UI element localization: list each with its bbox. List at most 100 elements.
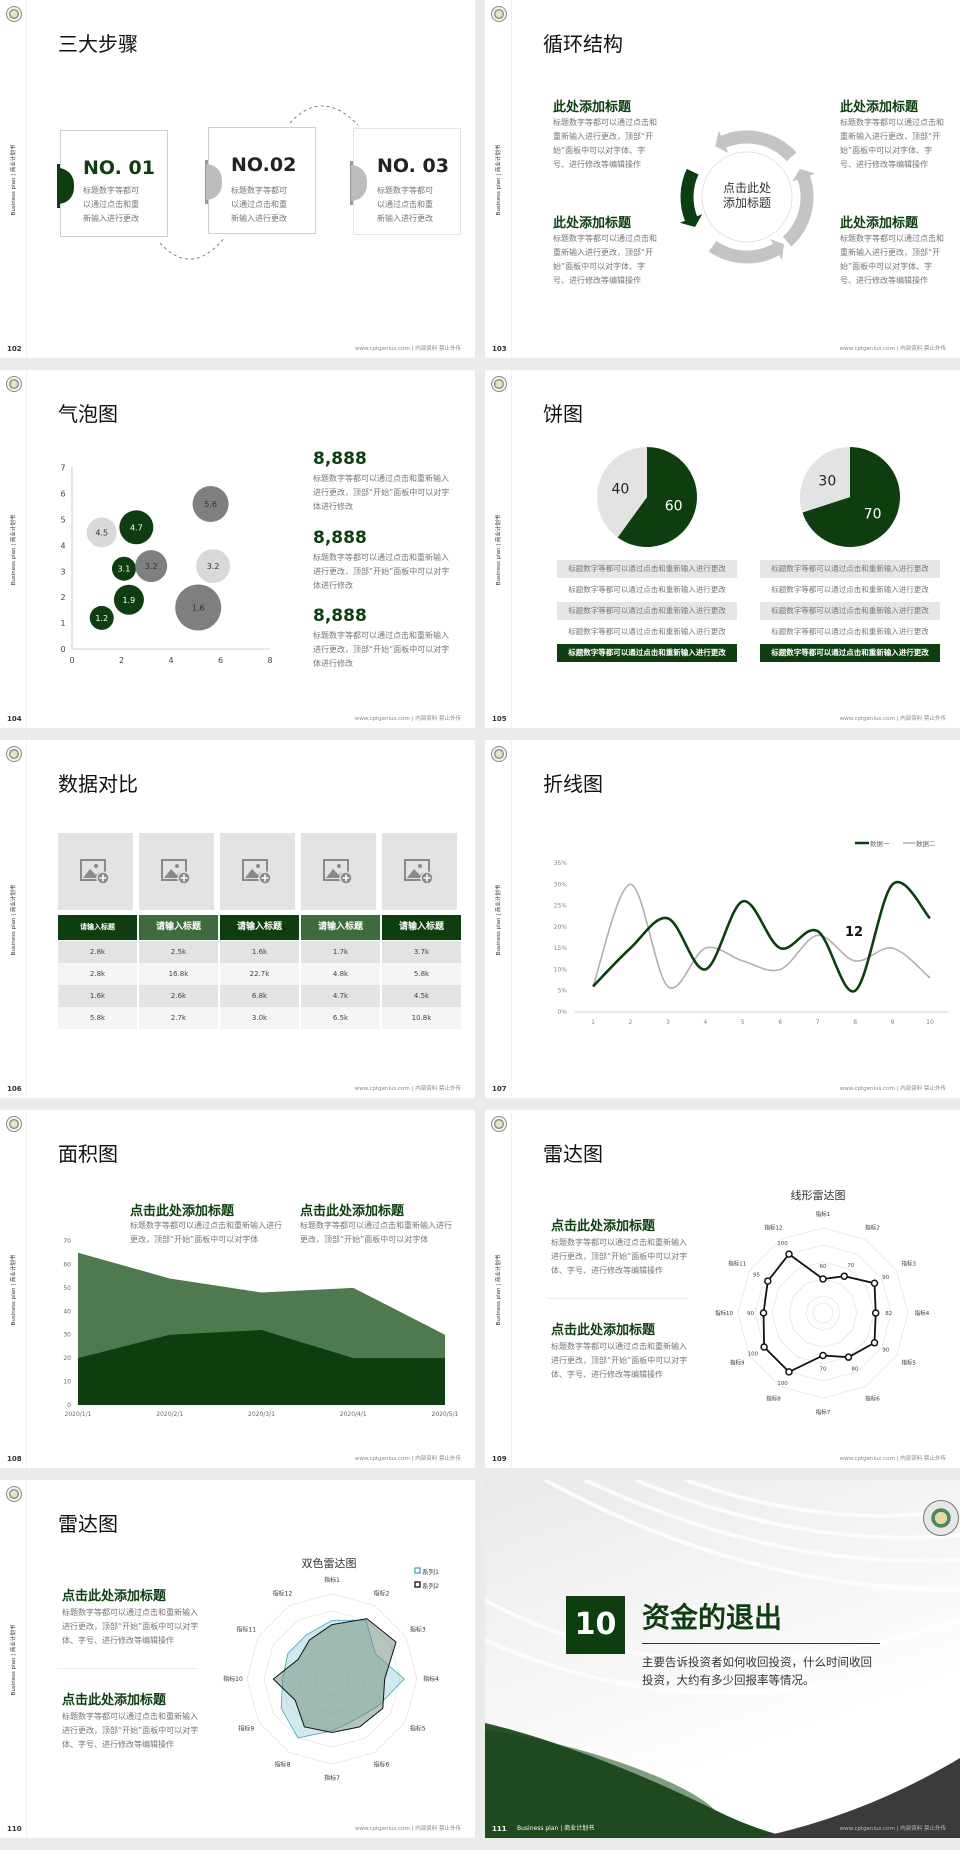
logo-emblem (6, 1486, 22, 1502)
slide-111[interactable]: 10 资金的退出 主要告诉投资者如何收回投资，什么时间收回投资，大约有多少回报率… (485, 1480, 960, 1838)
slide-102[interactable]: NO. 01 标题数字等都可以通过点击和重新输入进行更改 NO.02 标题数字等… (0, 0, 475, 358)
x-tick-label: 8 (853, 1019, 857, 1026)
side-strip (485, 0, 512, 358)
slide-110[interactable]: 双色雷达图 系列1 系列2 指标1 指标2 指标3 指标4 指标5 指标6 指标7 指标8 指标9 指标… (0, 1480, 475, 1838)
center-circle (701, 151, 793, 243)
footer-text: www.cptgenius.com | 内部资料 禁止外传 (839, 1086, 946, 1092)
image-placeholder[interactable] (58, 833, 133, 910)
footer-text: www.cptgenius.com | 内部资料 禁止外传 (839, 1456, 946, 1462)
side-strip (0, 1480, 27, 1838)
image-placeholder[interactable] (220, 833, 295, 910)
legend-row: 标题数字等都可以通过点击和重新输入进行更改 (557, 644, 737, 662)
radar-point (759, 1309, 768, 1317)
cycle-center-label[interactable]: 点击此处 添加标题 (717, 181, 777, 211)
table-cell: 1.7k (301, 941, 380, 963)
radar-title: 双色雷达图 (302, 1556, 357, 1570)
slide-title: 面积图 (58, 1142, 118, 1166)
logo-emblem (6, 376, 22, 392)
side-label: Business plan | 商业计划书 (11, 1254, 17, 1326)
logo-emblem (491, 1116, 507, 1132)
block-desc: 标题数字等都可以通过点击和重新输入进行更改，顶部“开始”面板中可以对字体、字号、… (840, 118, 944, 169)
table-cell: 22.7k (220, 963, 299, 985)
x-tick-label: 2 (119, 656, 124, 665)
y-tick-label: 7 (60, 464, 65, 473)
radar-point (870, 1339, 879, 1347)
step-number: NO.02 (231, 154, 297, 176)
column-header[interactable]: 请输入标题 (139, 915, 218, 940)
legend-row: 标题数字等都可以通过点击和重新输入进行更改 (760, 581, 940, 599)
footer-brand: Business plan | 商业计划书 (517, 1825, 595, 1832)
bubble-label: 1.2 (95, 614, 108, 623)
legend-row: 标题数字等都可以通过点击和重新输入进行更改 (760, 602, 940, 620)
footer-text: www.cptgenius.com | 内部资料 禁止外传 (354, 716, 461, 722)
image-placeholder[interactable] (301, 833, 376, 910)
radar-point (760, 1343, 768, 1351)
step-card-2 (208, 127, 316, 234)
x-tick-label: 2020/2/1 (156, 1411, 183, 1418)
image-placeholder[interactable] (139, 833, 214, 910)
radar-point (764, 1277, 772, 1285)
column-header[interactable]: 请输入标题 (58, 915, 137, 940)
center-line-2: 添加标题 (722, 196, 771, 210)
bubble-label: 3.2 (145, 562, 158, 571)
x-tick-label: 5 (741, 1019, 745, 1026)
page-number: 111 (492, 1825, 507, 1833)
footer-text: www.cptgenius.com | 内部资料 禁止外传 (839, 716, 946, 722)
y-tick-label: 1 (60, 619, 65, 628)
x-tick-label: 0 (69, 656, 74, 665)
side-label: Business plan | 商业计划书 (496, 514, 502, 586)
table-cell: 16.8k (139, 963, 218, 985)
block-desc: 标题数字等都可以通过点击和重新输入进行更改，顶部“开始”面板中可以对字体、字号、… (840, 234, 944, 285)
table-cell: 6.5k (301, 1007, 380, 1029)
add-image-icon (323, 859, 353, 885)
slide-104[interactable]: 0 1 2 3 4 5 6 7 0 2 4 6 8 4.5 4.7 5.6 3.1 3.2 3.2 1.9 1.6 1.2… (0, 370, 475, 728)
slide-106[interactable]: 请输入标题 请输入标题 请输入标题 请输入标题 请输入标题 2.8k 2.5k 1.6k 1.7… (0, 740, 475, 1098)
slide-title: 雷达图 (543, 1142, 603, 1166)
footer-text: www.cptgenius.com | 内部资料 禁止外传 (839, 1826, 946, 1832)
column-header[interactable]: 请输入标题 (220, 915, 299, 940)
page-number: 103 (492, 345, 507, 353)
y-tick-label: 10 (63, 1379, 71, 1386)
table-cell: 10.8k (382, 1007, 461, 1029)
side-strip (0, 740, 27, 1098)
column-header[interactable]: 请输入标题 (382, 915, 461, 940)
page-number: 107 (492, 1085, 507, 1093)
slide-title: 饼图 (543, 402, 583, 426)
y-tick-label: 0% (557, 1009, 567, 1016)
slide-109[interactable]: 线形雷达图 60 指标1 70 指标2 90 指标3 82 指标4 90 指标5 80 指标6 70 指标7… (485, 1110, 960, 1468)
block-heading: 此处添加标题 (840, 216, 919, 231)
y-tick-label: 30% (554, 881, 568, 888)
table-cell: 1.6k (220, 941, 299, 963)
side-label: Business plan | 商业计划书 (496, 1254, 502, 1326)
radar-value-label: 100 (777, 1381, 788, 1387)
image-placeholder[interactable] (382, 833, 457, 910)
radar-axis-label: 指标3 (901, 1260, 916, 1268)
legend-label: 系列2 (422, 1581, 439, 1590)
radar-axis-label: 指标11 (728, 1260, 746, 1268)
bubble-label: 3.1 (118, 565, 131, 574)
slide-108[interactable]: 0 10 20 30 40 50 60 70 2020/1/1 2020/2/1 2020/3/1 2… (0, 1110, 475, 1468)
slide-105[interactable]: 60 40 70 30 标题数字等都可以通过点击和重新输入进行更改 标题数字等都可以通过… (485, 370, 960, 728)
bubble (89, 605, 114, 630)
y-tick-label: 15% (554, 945, 568, 952)
radar-axis-label: 指标5 (410, 1725, 426, 1733)
slide-107[interactable]: 0% 5% 10% 15% 20% 25% 30% 35% 1 2 3 4 5 6 7 8 9 10 数据一 数据二 … (485, 740, 960, 1098)
slide-title: 折线图 (543, 772, 603, 796)
radar-point (819, 1275, 827, 1283)
slide-103[interactable]: 点击此处 添加标题 此处添加标题 标题数字等都可以通过点击和重新输入进行更改，顶… (485, 0, 960, 358)
x-tick-label: 9 (891, 1019, 895, 1026)
radar-grid-ring (771, 1261, 875, 1365)
stat-desc: 标题数字等都可以通过点击和重新输入进行更改，顶部“开始”面板中可以对字体进行修改 (313, 553, 450, 590)
pie-label: 30 (818, 474, 836, 490)
radar-axis-label: 指标5 (901, 1359, 916, 1367)
radar-value-label: 90 (882, 1347, 889, 1353)
radar-axis-label: 指标10 (223, 1675, 243, 1683)
table-cell: 3.0k (220, 1007, 299, 1029)
bubble (192, 485, 229, 522)
legend-row: 标题数字等都可以通过点击和重新输入进行更改 (760, 644, 940, 662)
column-header[interactable]: 请输入标题 (301, 915, 380, 940)
step-marker-3 (351, 165, 367, 201)
radar-point (840, 1272, 848, 1280)
side-strip (0, 0, 27, 358)
table-cell: 4.7k (301, 985, 380, 1007)
